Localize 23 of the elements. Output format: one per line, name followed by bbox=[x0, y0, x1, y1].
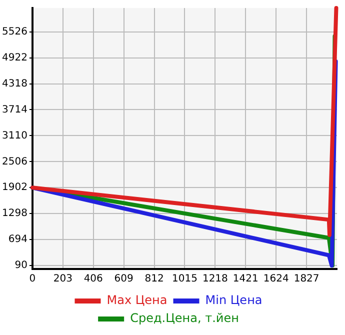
y-tick-label: 4318 bbox=[2, 78, 28, 90]
x-tick-label: 609 bbox=[114, 274, 134, 285]
x-tick-label: 1624 bbox=[263, 274, 289, 285]
y-tick-label: 2506 bbox=[2, 156, 28, 168]
y-tick-label: 90 bbox=[14, 260, 28, 272]
legend-label: Min Цена bbox=[205, 293, 262, 308]
y-tick-label: 3714 bbox=[2, 104, 28, 116]
x-tick-label: 1827 bbox=[294, 274, 320, 285]
x-tick-label: 1421 bbox=[232, 274, 258, 285]
y-tick-label: 1902 bbox=[2, 182, 28, 194]
x-tick-label: 0 bbox=[29, 274, 36, 285]
y-tick-label: 3110 bbox=[2, 130, 28, 142]
x-tick-label: 812 bbox=[144, 274, 164, 285]
x-tick-label: 1218 bbox=[202, 274, 228, 285]
y-tick-label: 694 bbox=[8, 234, 28, 246]
x-tick-label: 203 bbox=[53, 274, 72, 285]
x-tick-label: 406 bbox=[84, 274, 103, 285]
x-tick-label: 1015 bbox=[172, 274, 198, 285]
legend-label: Сред.Цена, т.йен bbox=[130, 311, 239, 326]
legend-label: Max Цена bbox=[106, 293, 168, 308]
y-tick-label: 1298 bbox=[2, 208, 28, 220]
y-tick-label: 4922 bbox=[2, 52, 28, 64]
y-tick-label: 5526 bbox=[2, 26, 28, 38]
